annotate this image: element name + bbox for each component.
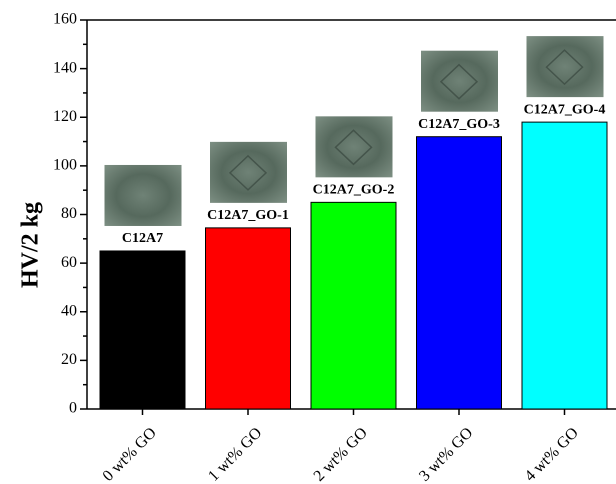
bar [205, 227, 291, 410]
bar-label: C12A7_GO-2 [313, 183, 395, 198]
indent-image [210, 141, 287, 203]
x-tick-label: 0 wt% GO [100, 424, 160, 484]
x-tick-label: 2 wt% GO [311, 424, 371, 484]
y-tick-label: 0 [69, 400, 77, 417]
indent-mark [439, 63, 479, 100]
indent-image [526, 36, 604, 98]
bar [310, 201, 397, 410]
indent-mark [228, 154, 268, 191]
x-tick-label: 1 wt% GO [205, 424, 265, 484]
indent-mark [334, 129, 373, 166]
y-tick-label: 20 [61, 351, 77, 368]
indent-image [421, 50, 498, 112]
y-tick-label: 100 [53, 157, 77, 174]
y-tick-label: 80 [61, 205, 77, 222]
y-tick-label: 160 [53, 11, 77, 28]
bar [99, 250, 186, 410]
y-tick-label: 140 [53, 59, 77, 76]
x-tick-label: 3 wt% GO [416, 424, 476, 484]
y-tick-label: 60 [61, 254, 77, 271]
y-axis-label: HV/2 kg [18, 202, 44, 288]
indent-mark [545, 49, 584, 86]
y-tick-label: 40 [61, 302, 77, 319]
indent-image [104, 164, 182, 226]
bar-label: C12A7_GO-4 [524, 102, 606, 117]
bar [521, 121, 608, 410]
bar-label: C12A7 [122, 231, 163, 246]
y-tick-label: 120 [53, 108, 77, 125]
x-tick-label: 4 wt% GO [522, 424, 582, 484]
bar [416, 136, 502, 410]
indent-image [315, 116, 393, 178]
bar-label: C12A7_GO-3 [418, 117, 500, 132]
bar-label: C12A7_GO-1 [207, 208, 289, 223]
